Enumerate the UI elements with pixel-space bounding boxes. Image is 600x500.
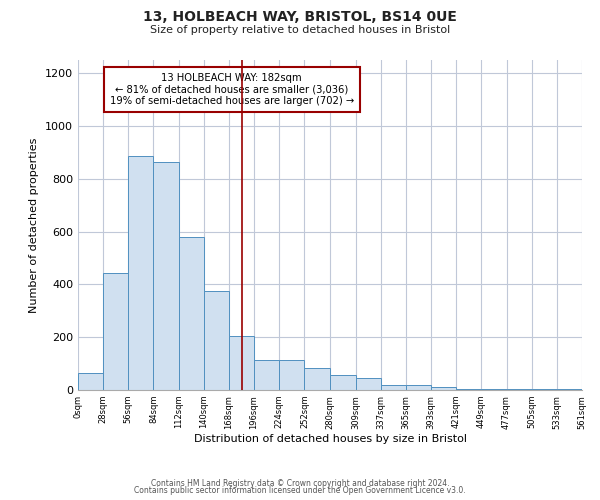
Bar (128, 156, 154, 390)
Bar (78, 373, 103, 390)
Bar (254, 360, 279, 390)
Bar (204, 291, 229, 390)
X-axis label: Distribution of detached houses by size in Bristol: Distribution of detached houses by size … (193, 434, 467, 444)
Bar (356, 378, 381, 390)
Bar (431, 388, 456, 390)
Bar (304, 368, 329, 390)
Bar (456, 388, 481, 390)
Bar (279, 360, 304, 390)
Y-axis label: Number of detached properties: Number of detached properties (29, 138, 40, 312)
Bar (179, 237, 204, 390)
Text: Contains HM Land Registry data © Crown copyright and database right 2024.: Contains HM Land Registry data © Crown c… (151, 478, 449, 488)
Bar (103, 272, 128, 390)
Bar (506, 388, 532, 390)
Bar (154, 162, 179, 390)
Text: 13, HOLBEACH WAY, BRISTOL, BS14 0UE: 13, HOLBEACH WAY, BRISTOL, BS14 0UE (143, 10, 457, 24)
Bar (481, 388, 506, 390)
Text: 13 HOLBEACH WAY: 182sqm
← 81% of detached houses are smaller (3,036)
19% of semi: 13 HOLBEACH WAY: 182sqm ← 81% of detache… (110, 73, 354, 106)
Bar (406, 385, 431, 390)
Bar (229, 336, 254, 390)
Text: Size of property relative to detached houses in Bristol: Size of property relative to detached ho… (150, 25, 450, 35)
Bar (381, 384, 406, 390)
Text: Contains public sector information licensed under the Open Government Licence v3: Contains public sector information licen… (134, 486, 466, 495)
Bar (329, 376, 356, 390)
